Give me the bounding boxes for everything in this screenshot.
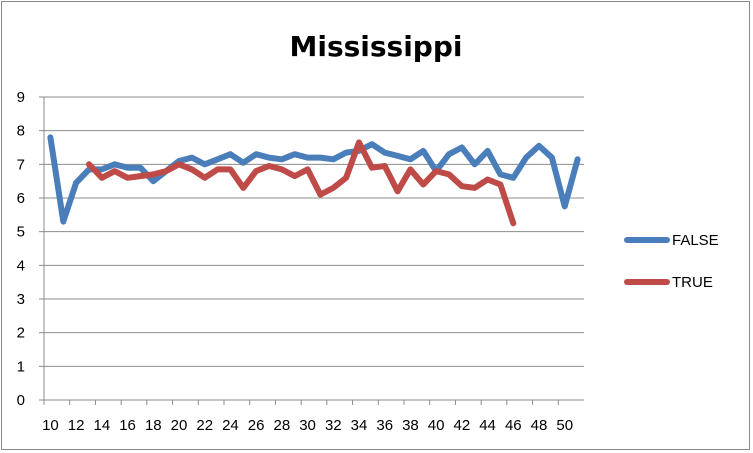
y-tick-label-0: 0 (17, 392, 25, 409)
x-tick-label-10: 10 (42, 417, 59, 434)
x-tick-label-38: 38 (402, 417, 419, 434)
x-tick-label-20: 20 (171, 417, 188, 434)
x-tick-label-42: 42 (454, 417, 471, 434)
y-tick-label-3: 3 (17, 291, 25, 308)
x-axis-tick-labels: 10 12 14 16 18 20 22 24 26 28 30 32 34 36 38 40 42 44 46 48… (42, 400, 573, 434)
x-tick-label-26: 26 (248, 417, 265, 434)
x-tick-label-18: 18 (145, 417, 162, 434)
x-tick-label-24: 24 (222, 417, 239, 434)
x-tick-label-14: 14 (94, 417, 111, 434)
x-tick-label-46: 46 (505, 417, 522, 434)
legend-label-false: FALSE (672, 232, 719, 249)
y-tick-label-4: 4 (17, 257, 25, 274)
y-axis-tick-labels: 0 1 2 3 4 5 6 7 8 9 (17, 89, 44, 409)
grid-lines (44, 96, 584, 367)
y-tick-label-1: 1 (17, 358, 25, 375)
legend: FALSE TRUE (624, 232, 719, 291)
y-tick-label-7: 7 (17, 156, 25, 173)
axes (43, 97, 584, 401)
x-tick-label-16: 16 (119, 417, 136, 434)
x-tick-label-40: 40 (428, 417, 445, 434)
y-tick-label-8: 8 (17, 123, 25, 140)
y-tick-label-6: 6 (17, 190, 25, 207)
y-tick-label-2: 2 (17, 325, 25, 342)
x-tick-label-34: 34 (351, 417, 368, 434)
x-tick-label-28: 28 (274, 417, 291, 434)
y-tick-label-9: 9 (17, 89, 25, 106)
series-lines (47, 134, 581, 227)
x-tick-label-48: 48 (531, 417, 548, 434)
x-tick-label-12: 12 (68, 417, 85, 434)
series-line-false (47, 134, 581, 225)
chart-title: Mississippi (289, 30, 462, 63)
x-tick-label-30: 30 (299, 417, 316, 434)
series-line-true (86, 139, 517, 227)
x-tick-label-44: 44 (479, 417, 496, 434)
x-tick-label-32: 32 (325, 417, 342, 434)
x-tick-label-22: 22 (196, 417, 213, 434)
y-tick-label-5: 5 (17, 224, 25, 241)
x-tick-label-36: 36 (376, 417, 393, 434)
x-tick-label-50: 50 (556, 417, 573, 434)
legend-label-true: TRUE (672, 274, 713, 291)
